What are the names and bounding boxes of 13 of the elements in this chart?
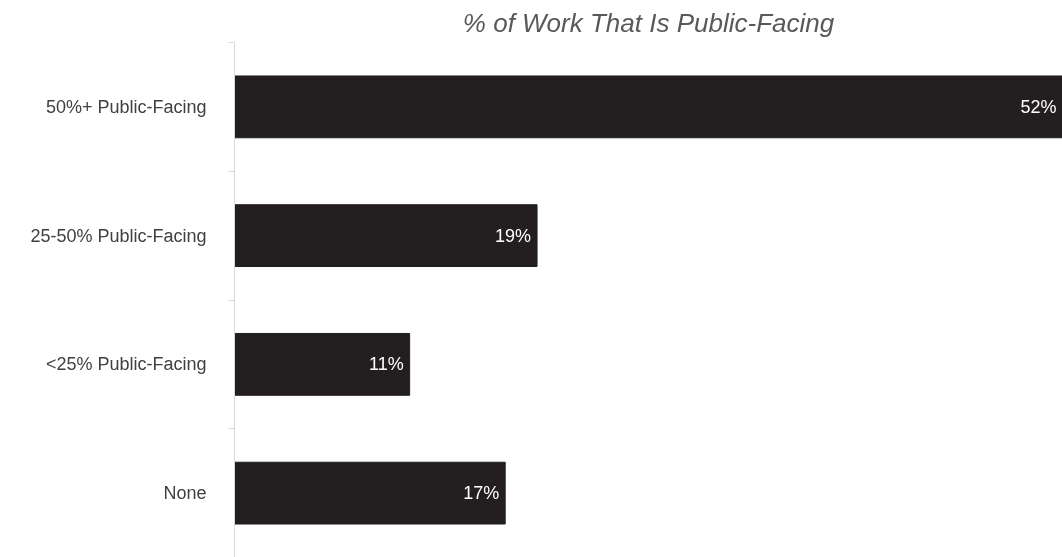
chart-title: % of Work That Is Public-Facing [462,7,835,38]
data-label: 11% [368,354,404,375]
y-tick-label: None [163,483,207,504]
bar [234,75,1062,139]
data-label: 52% [1020,96,1057,117]
bar [234,461,506,525]
y-tick-label: 50%+ Public-Facing [45,96,207,117]
y-tick-label: <25% Public-Facing [45,354,207,375]
data-label: 19% [495,225,532,246]
y-tick-label: 25-50% Public-Facing [30,225,207,246]
bar [234,332,411,396]
bar [234,204,538,268]
data-label: 17% [463,483,500,504]
